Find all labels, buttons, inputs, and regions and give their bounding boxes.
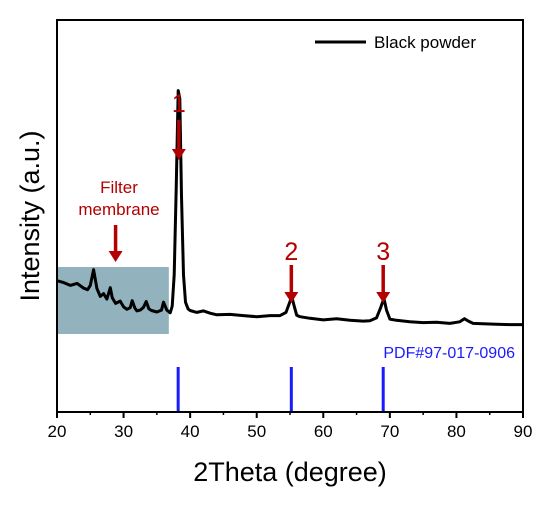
- x-tick-label: 50: [247, 422, 266, 441]
- x-tick-label: 30: [114, 422, 133, 441]
- x-tick-label: 90: [514, 422, 533, 441]
- filter-membrane-arrow: [108, 225, 123, 262]
- filter-arrow-shape: [108, 225, 123, 262]
- peak-arrow-1: [171, 120, 186, 160]
- filter-membrane-label-line1: Filter: [100, 178, 138, 197]
- x-tick-label: 70: [380, 422, 399, 441]
- x-axis-title: 2Theta (degree): [193, 457, 387, 487]
- reference-lines: [176, 367, 385, 412]
- annotations: 1 2 3: [171, 90, 391, 303]
- peak-label-3: 3: [376, 238, 390, 266]
- x-tick-label: 80: [447, 422, 466, 441]
- x-tick-label: 60: [314, 422, 333, 441]
- peak-label-1: 1: [172, 90, 186, 118]
- reference-label: PDF#97-017-0906: [383, 345, 515, 362]
- y-axis-title: Intensity (a.u.): [15, 130, 45, 301]
- x-axis-ticks: 20 30 40 50 60 70 80 90: [48, 412, 533, 441]
- legend-label: Black powder: [374, 33, 476, 52]
- peak-label-2: 2: [284, 238, 298, 266]
- series-layer: [56, 89, 523, 327]
- x-tick-label: 40: [181, 422, 200, 441]
- filter-membrane-label-line2: membrane: [78, 200, 159, 219]
- series-line-0: [56, 89, 523, 327]
- legend: Black powder: [315, 33, 476, 52]
- x-tick-label: 20: [48, 422, 67, 441]
- peak-arrow-3: [376, 265, 391, 303]
- peak-arrow-2: [284, 265, 299, 303]
